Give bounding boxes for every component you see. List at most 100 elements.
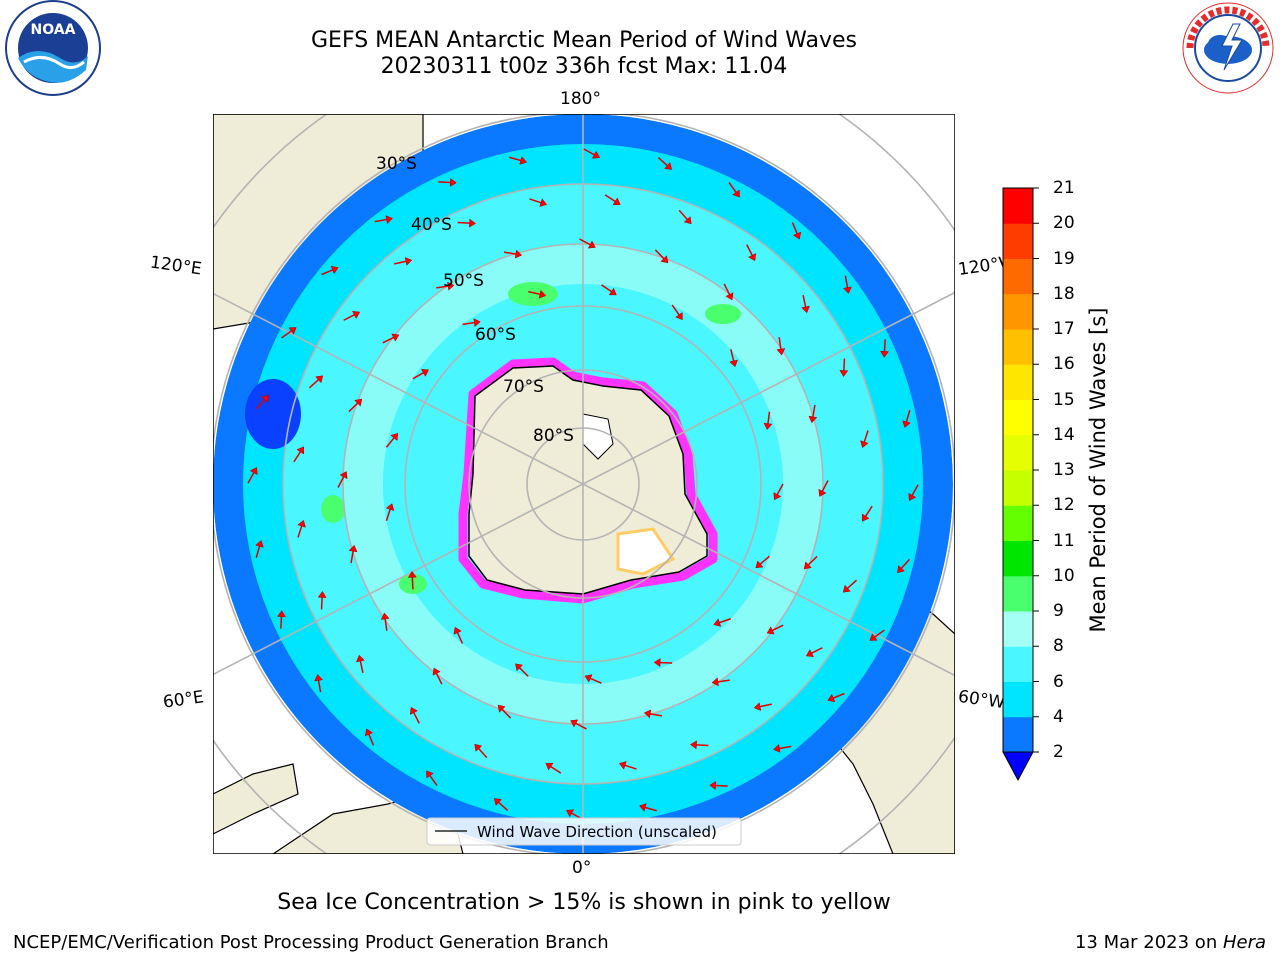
wind-arrow: [645, 806, 657, 812]
colorbar-segment: [1003, 329, 1033, 365]
colorbar-segment: [1003, 540, 1033, 577]
lat-label-80s: 80°S: [533, 426, 574, 446]
colorbar-segment: [1003, 293, 1033, 330]
wind-arrow-head: [709, 781, 717, 791]
graticule: [213, 114, 955, 854]
wind-arrow: [456, 632, 464, 644]
wind-arrow-head: [612, 197, 621, 205]
wind-arrow: [864, 505, 873, 517]
wind-arrow-head: [261, 394, 269, 403]
wind-arrow: [746, 244, 753, 256]
colorbar-extend: [1002, 751, 1034, 782]
wind-arrow-head: [314, 674, 323, 682]
wind-arrow: [509, 156, 521, 162]
wind-arrow-head: [748, 253, 757, 262]
lon-label-120e: 120°E: [148, 252, 203, 280]
wind-arrow-head: [339, 471, 348, 480]
wind-arrow: [550, 765, 562, 774]
wind-arrow-head: [390, 432, 399, 441]
wind-arrow: [671, 304, 680, 316]
wind-arrow: [385, 437, 395, 448]
wind-arrow-head: [818, 488, 827, 497]
dark-blue-patch: [245, 379, 301, 449]
wind-arrow: [382, 336, 394, 344]
wind-arrow: [833, 692, 845, 699]
wind-arrow-head: [515, 663, 524, 672]
wind-arrow: [874, 629, 885, 638]
wind-arrow: [604, 194, 616, 203]
wind-arrow: [601, 284, 612, 293]
wind-arrow: [759, 703, 772, 708]
wind-arrow-head: [880, 350, 890, 358]
wind-arrow: [650, 713, 663, 717]
wind-arrow: [905, 410, 911, 422]
colorbar-tick-label: 17: [1053, 319, 1075, 339]
wind-arrow-head: [773, 492, 782, 501]
wind-arrow-head: [805, 649, 814, 658]
colorbar-tick-label: 11: [1053, 530, 1075, 551]
wind-arrow-head: [249, 467, 258, 476]
colorbar-tick-label: 2: [1053, 742, 1064, 762]
colorbar-tick-label: 18: [1053, 283, 1075, 304]
wind-arrow-head: [447, 281, 455, 291]
wind-arrow-head: [860, 440, 869, 449]
wind-arrow: [624, 764, 637, 770]
wind-arrow-head: [380, 612, 390, 620]
lon-label-180: 180°: [560, 89, 601, 109]
wind-arrow: [529, 198, 542, 204]
wind-arrow-head: [407, 570, 417, 578]
wind-arrow: [900, 558, 910, 569]
wind-arrow-head: [297, 519, 306, 528]
lon-label-60w: 60°W: [956, 686, 1007, 714]
wind-arrow: [528, 290, 541, 296]
wind-arrow-head: [908, 492, 917, 501]
wind-arrow-head: [591, 150, 600, 159]
wind-arrow-head: [315, 375, 324, 384]
footer-credit: NCEP/EMC/Verification Post Processing Pr…: [13, 932, 609, 953]
colorbar-segment: [1003, 470, 1033, 506]
legend-label: Wind Wave Direction (unscaled): [477, 823, 717, 841]
wind-arrow: [255, 546, 261, 558]
colorbar-tick-label: 12: [1053, 495, 1075, 516]
wind-arrow-head: [755, 560, 764, 569]
wind-arrow: [501, 708, 512, 719]
wind-arrow-head: [618, 761, 627, 770]
wind-arrow: [281, 330, 292, 339]
wind-arrow-head: [584, 674, 593, 683]
wind-arrow: [297, 525, 303, 538]
ice-shelf: [616, 527, 676, 576]
wind-arrow-head: [296, 446, 304, 455]
colorbar-tick-label: 15: [1053, 389, 1075, 410]
sea-ice-edge: [458, 357, 718, 604]
colorbar-tick-label: 9: [1053, 601, 1064, 621]
wind-arrow-head: [732, 189, 740, 198]
wind-arrow: [772, 624, 784, 632]
wind-arrow-head: [675, 312, 683, 321]
wind-arrow-head: [348, 544, 358, 553]
wind-arrow-head: [288, 327, 297, 335]
wind-arrow: [807, 555, 818, 566]
wind-arrow: [462, 321, 475, 326]
lat-label-60s: 60°S: [475, 325, 516, 345]
wind-arrow: [821, 480, 829, 492]
wind-arrow-head: [385, 503, 395, 511]
wind-arrow-head: [356, 654, 365, 663]
wind-arrow-head: [276, 610, 286, 618]
wind-arrow-head: [608, 287, 617, 296]
wind-arrow: [812, 404, 816, 417]
green-patch: [705, 304, 741, 324]
wind-arrow-head: [432, 667, 441, 676]
colorbar-segment: [1003, 188, 1033, 224]
wind-arrow-head: [391, 333, 400, 342]
wind-arrow-head: [827, 693, 836, 703]
wind-arrow: [374, 218, 387, 223]
wind-arrow: [368, 734, 375, 746]
colorbar-tick-label: 21: [1053, 178, 1075, 198]
polar-map[interactable]: 30°S 40°S 50°S 60°S 70°S 80°S Wind Wave …: [213, 114, 955, 854]
wind-arrow-head: [497, 704, 506, 713]
wind-arrow: [728, 182, 737, 193]
green-patch: [321, 495, 345, 523]
wind-arrow-head: [664, 162, 673, 170]
wind-arrows: [247, 148, 919, 820]
colorbar: [1002, 187, 1039, 782]
